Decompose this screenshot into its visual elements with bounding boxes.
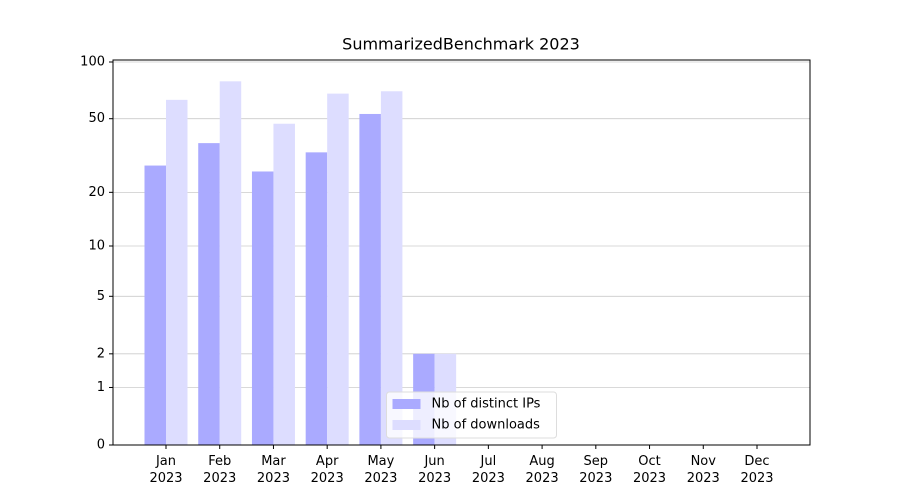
x-tick-label: Apr 2023 (311, 454, 344, 486)
y-tick-label: 10 (88, 239, 105, 254)
y-tick-label: 20 (88, 185, 105, 200)
x-tick-label: Jul 2023 (472, 454, 505, 486)
bar (144, 165, 166, 446)
y-tick-label: 0 (97, 438, 105, 453)
plot-frame (112, 59, 811, 446)
bar (166, 99, 188, 445)
y-tick-label: 50 (88, 111, 105, 126)
y-tick-label: 5 (97, 289, 105, 304)
x-tick-label: Sep 2023 (579, 454, 612, 486)
x-tick-label: Jan 2023 (149, 454, 182, 486)
bar (198, 143, 220, 445)
x-tick-label: Dec 2023 (740, 454, 773, 486)
chart-title: SummarizedBenchmark 2023 (342, 35, 580, 54)
bar (359, 113, 381, 446)
legend-swatch (392, 420, 421, 430)
legend-label: Nb of downloads (432, 418, 541, 433)
y-tick-label: 1 (97, 380, 105, 395)
x-tick-label: Mar 2023 (257, 454, 290, 486)
x-tick-label: Aug 2023 (526, 454, 559, 486)
legend-swatch (392, 399, 421, 409)
y-tick-label: 2 (97, 346, 105, 361)
legend-label: Nb of distinct IPs (432, 397, 541, 412)
bar (380, 91, 403, 445)
legend-box (386, 391, 557, 439)
x-tick-label: Nov 2023 (687, 454, 720, 486)
x-tick-label: Jun 2023 (418, 454, 451, 486)
y-tick-label: 100 (80, 55, 105, 70)
x-tick-label: Oct 2023 (633, 454, 666, 486)
x-tick-label: May 2023 (364, 454, 397, 486)
bar (305, 152, 328, 445)
bar (251, 171, 274, 446)
bar (273, 123, 295, 445)
x-tick-label: Feb 2023 (203, 454, 236, 486)
bar (327, 93, 349, 445)
bar (219, 81, 242, 445)
